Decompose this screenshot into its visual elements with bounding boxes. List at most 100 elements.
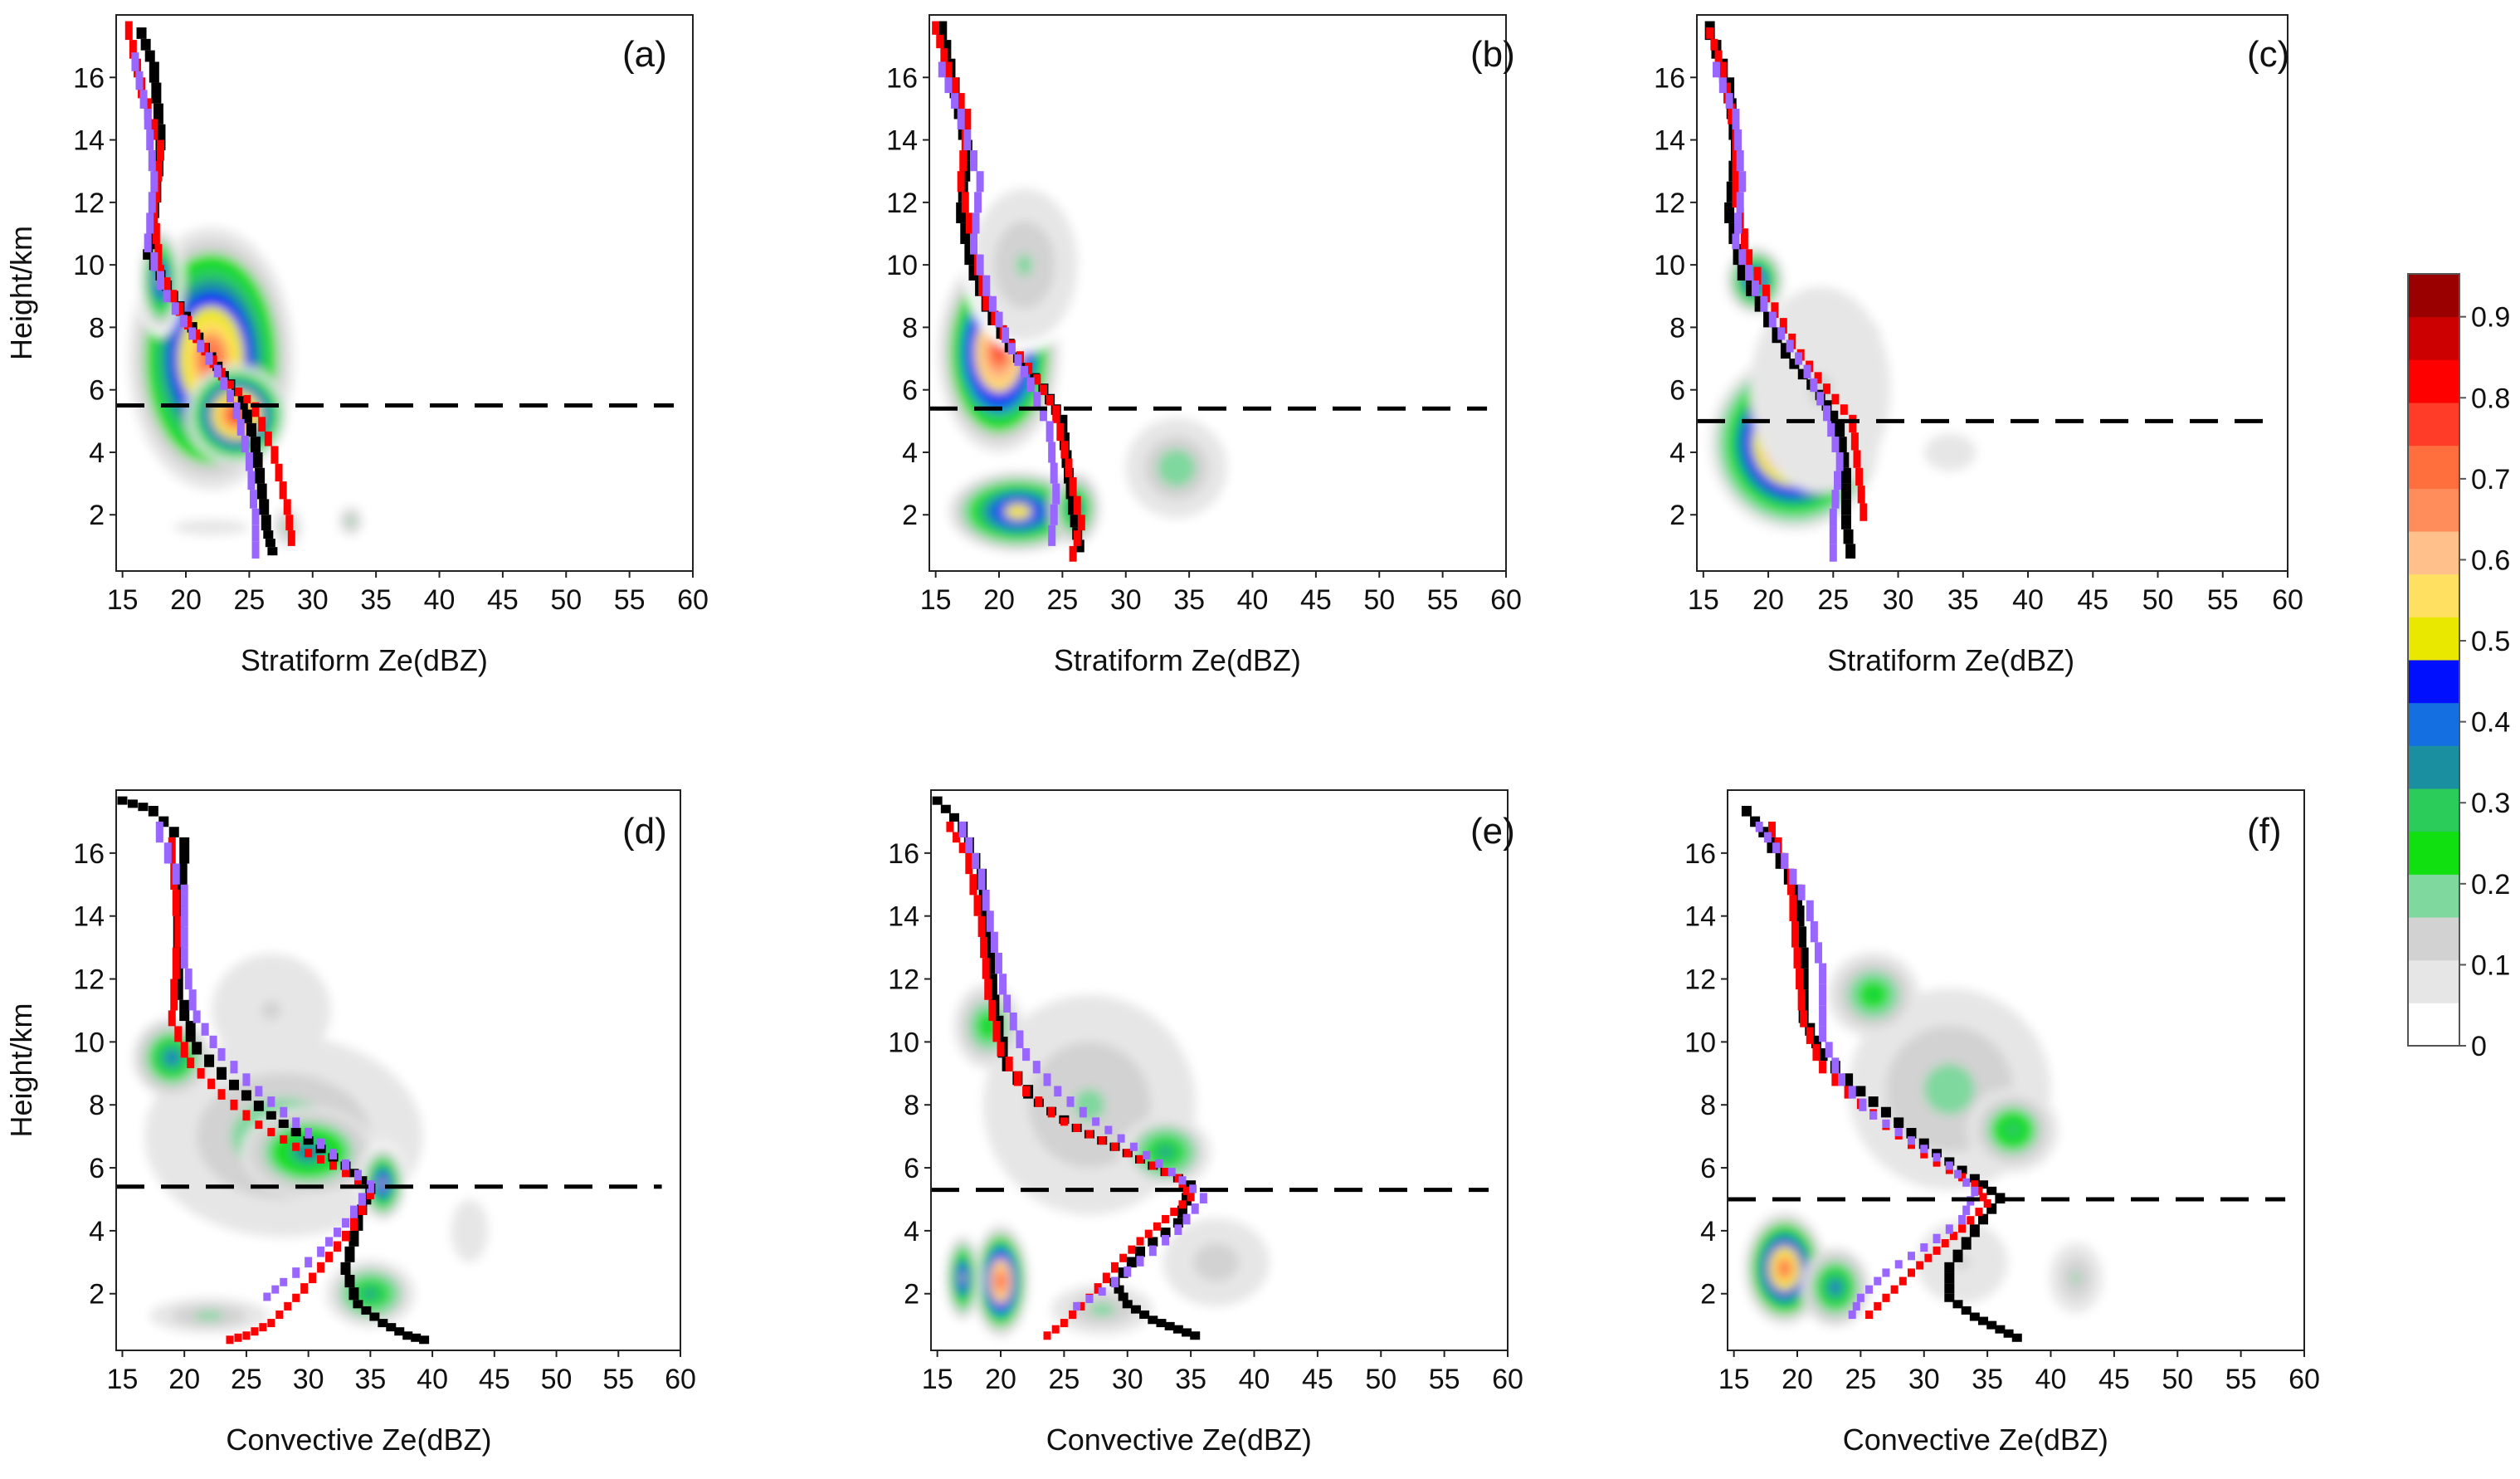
profile-bar-purple <box>1021 365 1029 378</box>
profile-bar-purple <box>1066 1096 1075 1107</box>
x-tick-label: 15 <box>1688 584 1719 616</box>
profile-bar-black <box>1961 1306 1972 1315</box>
profile-bar-black <box>267 547 278 556</box>
profile-bar-purple <box>1732 233 1740 250</box>
profile-bar-purple <box>1907 1252 1915 1261</box>
colorbar-segment <box>2408 660 2459 704</box>
profile-bar-black <box>151 82 162 104</box>
x-tick-label: 20 <box>985 1364 1016 1395</box>
profiles <box>932 21 1085 562</box>
profile-bar-purple <box>1827 421 1835 437</box>
profile-bar-purple <box>1829 526 1837 544</box>
profile-bar-black <box>127 799 138 808</box>
y-tick-label: 10 <box>1684 1027 1716 1058</box>
x-tick-label: 50 <box>550 584 582 616</box>
profile-bar-black <box>2011 1333 2022 1342</box>
colorbar-segment <box>2408 488 2459 532</box>
profile-bar-red <box>358 1198 366 1215</box>
colorbar-tick-label: 0.6 <box>2471 544 2510 576</box>
profile-bar-red <box>1039 384 1047 395</box>
colorbar-segment <box>2408 316 2459 360</box>
x-axis-label: Stratiform Ze(dBZ) <box>1054 643 1301 677</box>
profile-bar-black <box>204 1054 215 1067</box>
colorbar-tick-label: 0 <box>2471 1031 2487 1062</box>
profile-bar-purple <box>1189 1184 1197 1193</box>
profile-bar-purple <box>1831 437 1840 452</box>
profile-bar-purple <box>1191 1203 1199 1214</box>
profile-bar-red <box>226 380 234 389</box>
profile-bar-red <box>1102 1272 1110 1284</box>
profile-bar-red <box>1065 458 1073 478</box>
profile-bar-black <box>1995 1325 2006 1334</box>
profile-bar-purple <box>1738 171 1747 193</box>
profile-bar-black <box>349 1287 359 1301</box>
x-tick-label: 60 <box>2272 584 2303 616</box>
y-tick-label: 8 <box>904 1090 919 1121</box>
colorbar-tick-label: 0.8 <box>2471 383 2510 414</box>
profile-bar-black <box>340 1262 351 1275</box>
profile-bar-black <box>361 1306 372 1315</box>
profile-bar-red <box>1822 383 1830 394</box>
profile-bar-red <box>1967 1216 1975 1225</box>
profile-bar-red <box>1762 284 1770 303</box>
profile-bar-purple <box>982 275 991 296</box>
profile-bar-purple <box>292 1117 300 1129</box>
profile-bar-purple <box>263 1292 271 1301</box>
profile-bar-black <box>949 813 960 822</box>
colorbar-segment <box>2408 788 2459 832</box>
profile-bar-red <box>1728 103 1736 124</box>
profile-bar-red <box>1153 1222 1161 1231</box>
profile-bar-purple <box>163 290 171 303</box>
colorbar-segment <box>2408 745 2459 789</box>
density-contour-e-5-9 <box>1208 1256 1224 1269</box>
profile-bar-purple <box>1148 1245 1157 1257</box>
profile-bar-red <box>1718 61 1727 83</box>
profile-bar-red <box>1148 1161 1157 1170</box>
profile-bar-red <box>285 515 294 531</box>
profile-bar-purple <box>1718 77 1727 94</box>
profile-bar-black <box>185 1021 196 1042</box>
x-axis-label: Stratiform Ze(dBZ) <box>241 643 488 677</box>
profile-bar-red <box>1174 1174 1182 1183</box>
profile-bar-purple <box>1781 852 1789 869</box>
profile-bar-purple <box>1174 1224 1182 1235</box>
profile-bar-red <box>980 936 988 959</box>
panel-label: (f) <box>2247 811 2282 852</box>
profiles <box>117 796 430 1345</box>
profile-bar-purple <box>1806 900 1814 922</box>
profile-bar-purple <box>144 108 152 130</box>
profile-bar-red <box>1162 1214 1170 1223</box>
density-contour-f-6-9 <box>2072 1272 2080 1283</box>
profile-bar-red <box>1797 989 1806 1011</box>
colorbar-segment <box>2408 831 2459 875</box>
x-tick-label: 55 <box>1427 584 1459 616</box>
profile-bar-red <box>349 1214 358 1231</box>
profile-bar-purple <box>267 1096 275 1107</box>
y-tick-label: 10 <box>1654 250 1685 281</box>
profile-bar-red <box>1025 363 1033 374</box>
colorbar-tick-label: 0.4 <box>2471 707 2510 739</box>
profile-bar-purple <box>280 1277 288 1286</box>
profile-bar-purple <box>1852 1301 1860 1311</box>
profile-bar-red <box>1793 947 1801 969</box>
profile-bar-red <box>1144 1229 1153 1238</box>
profile-bar-red <box>1933 1246 1941 1255</box>
profile-bar-red <box>258 417 266 432</box>
profile-bar-purple <box>188 989 197 1011</box>
profile-bar-purple <box>251 525 260 542</box>
y-tick-label: 6 <box>1669 375 1685 407</box>
profile-bar-black <box>1840 467 1851 484</box>
y-tick-label: 4 <box>1669 437 1685 469</box>
profile-bar-purple <box>1124 1266 1132 1277</box>
profile-bar-purple <box>280 1106 288 1118</box>
profile-bar-red <box>124 21 133 41</box>
x-tick-label: 25 <box>1048 1364 1080 1395</box>
y-tick-label: 2 <box>902 500 918 531</box>
profile-bar-purple <box>249 490 257 509</box>
x-tick-label: 20 <box>983 584 1015 616</box>
profile-bar-red <box>1796 968 1804 990</box>
profile-bar-purple <box>180 926 188 948</box>
profile-bar-purple <box>1022 1047 1031 1062</box>
profile-bar-red <box>1110 1262 1119 1273</box>
profile-bar-black <box>1126 1257 1137 1268</box>
